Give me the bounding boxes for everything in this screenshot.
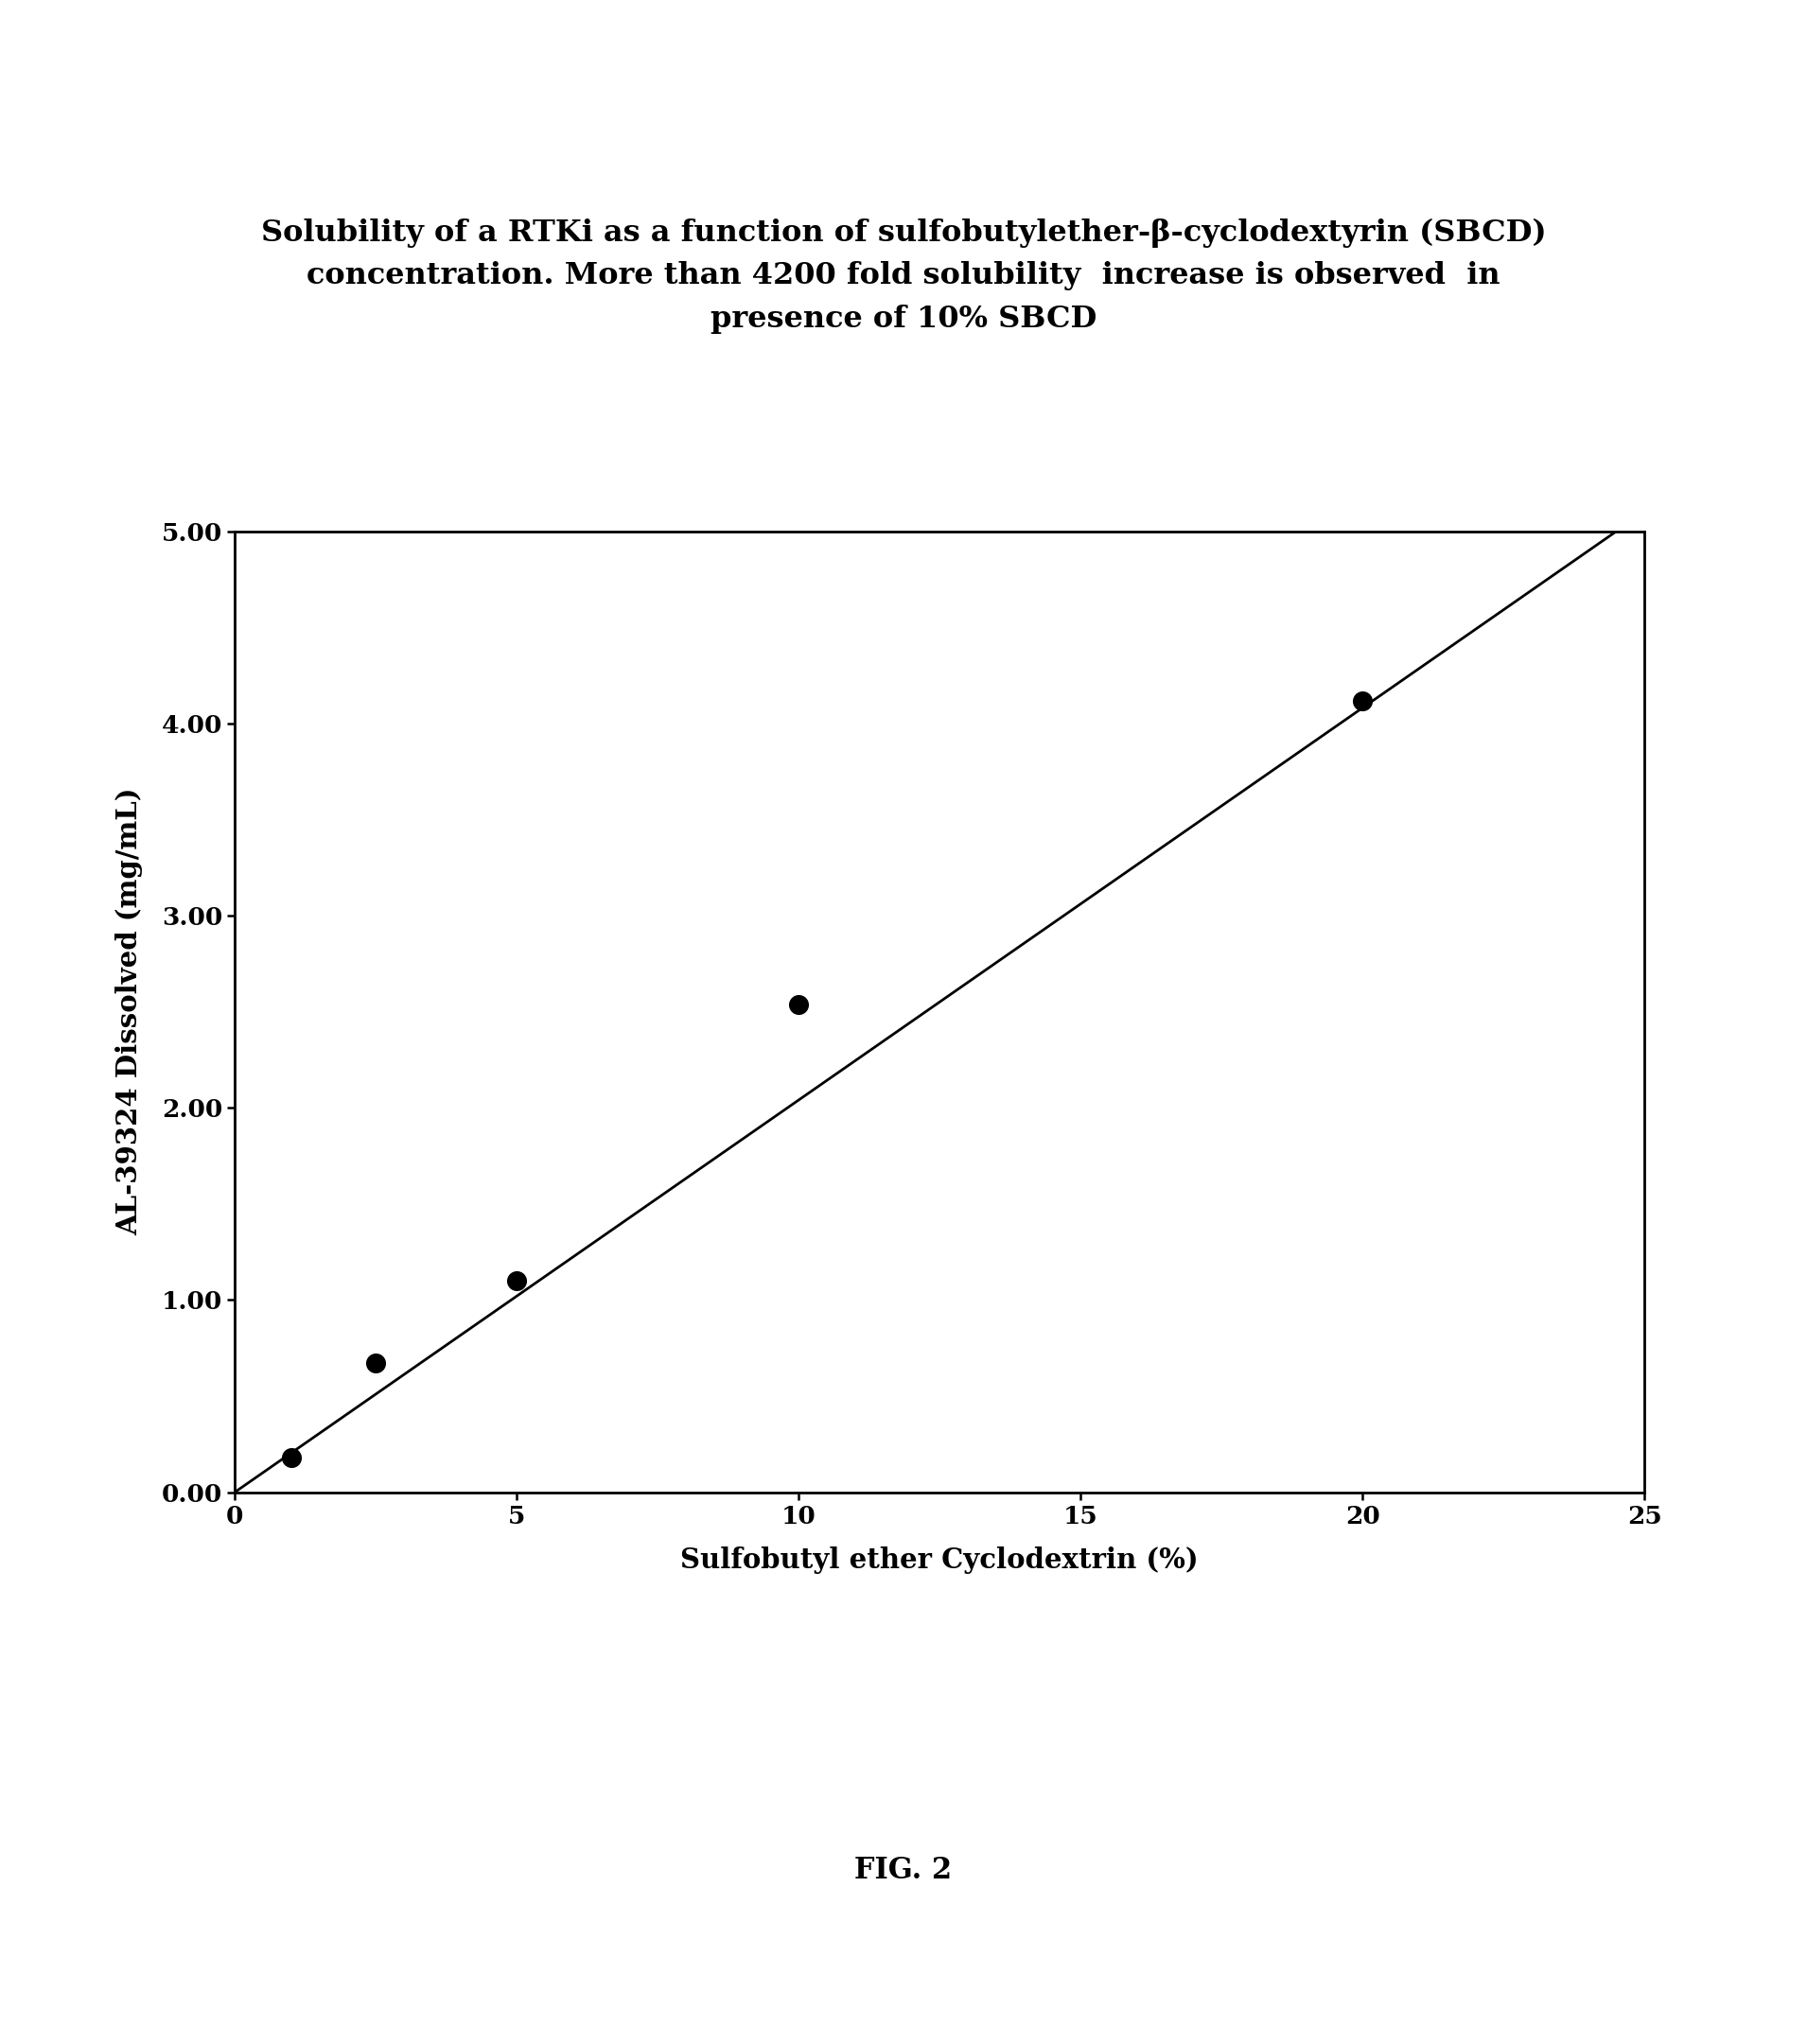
Point: [276, 1441, 305, 1474]
Point: [361, 1347, 390, 1380]
Point: [784, 987, 813, 1020]
Point: [502, 1265, 531, 1298]
X-axis label: Sulfobutyl ether Cyclodextrin (%): Sulfobutyl ether Cyclodextrin (%): [681, 1547, 1198, 1574]
Y-axis label: AL-39324 Dissolved (mg/mL): AL-39324 Dissolved (mg/mL): [116, 787, 143, 1237]
Text: FIG. 2: FIG. 2: [855, 1856, 952, 1885]
Point: [1348, 685, 1377, 717]
Text: Solubility of a RTKi as a function of sulfobutylether-β-cyclodextyrin (SBCD)
con: Solubility of a RTKi as a function of su…: [260, 219, 1547, 333]
